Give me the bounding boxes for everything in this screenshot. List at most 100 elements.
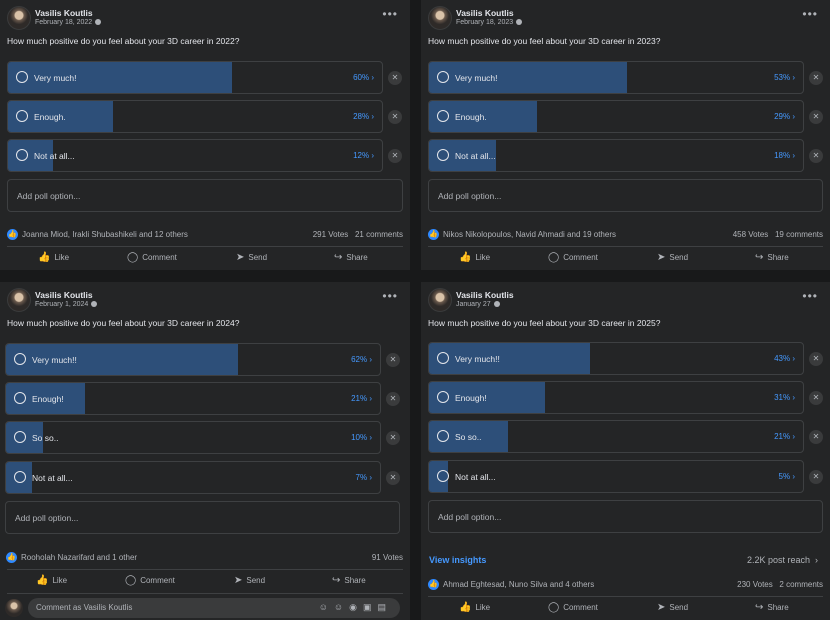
counts[interactable]: 230 Votes 2 comments <box>737 580 823 589</box>
poll-option[interactable]: Not at all... 18% › <box>428 139 804 172</box>
poll-option[interactable]: Not at all... 7% › <box>5 461 381 494</box>
view-insights-link[interactable]: View insights <box>429 555 487 565</box>
camera-icon[interactable]: ◉ <box>349 602 363 612</box>
like-button[interactable]: 👍 Like <box>38 252 70 263</box>
poll-option[interactable]: Very much!! 62% › <box>5 343 381 376</box>
poll-percent[interactable]: 31% › <box>774 393 795 402</box>
comment-button[interactable]: ◯ Comment <box>127 252 177 263</box>
radio-icon[interactable] <box>437 149 449 161</box>
add-poll-option-input[interactable]: Add poll option... <box>428 179 823 212</box>
comment-button[interactable]: ◯ Comment <box>548 602 598 613</box>
poll-percent[interactable]: 28% › <box>353 112 374 121</box>
more-options-icon[interactable]: ••• <box>382 7 398 21</box>
radio-icon[interactable] <box>437 430 449 442</box>
radio-icon[interactable] <box>14 471 26 483</box>
close-icon[interactable]: ✕ <box>809 352 823 366</box>
like-button[interactable]: 👍 Like <box>459 252 491 263</box>
poll-option[interactable]: So so.. 10% › <box>5 421 381 454</box>
poll-percent[interactable]: 29% › <box>774 112 795 121</box>
poll-percent[interactable]: 7% › <box>355 473 372 482</box>
comment-button[interactable]: ◯ Comment <box>548 252 598 263</box>
close-icon[interactable]: ✕ <box>388 71 402 85</box>
post-reach[interactable]: 2.2K post reach › <box>746 555 818 565</box>
more-options-icon[interactable]: ••• <box>802 289 818 303</box>
poll-percent[interactable]: 21% › <box>351 394 372 403</box>
post-date[interactable]: February 18, 2022 <box>35 19 102 26</box>
poll-option[interactable]: Enough! 21% › <box>5 382 381 415</box>
author-name[interactable]: Vasilis Koutlis <box>35 290 93 300</box>
poll-option[interactable]: Very much! 60% › <box>7 61 383 94</box>
add-poll-option-input[interactable]: Add poll option... <box>5 501 400 534</box>
avatar[interactable] <box>428 288 452 312</box>
poll-percent[interactable]: 43% › <box>774 354 795 363</box>
add-poll-option-input[interactable]: Add poll option... <box>7 179 403 212</box>
poll-percent[interactable]: 60% › <box>353 73 374 82</box>
reactors-list[interactable]: Ahmad Eghtesad, Nuno Silva and 4 others <box>443 580 595 589</box>
post-date[interactable]: February 18, 2023 <box>456 19 523 26</box>
radio-icon[interactable] <box>16 149 28 161</box>
comment-input[interactable]: Comment as Vasilis Koutlis ☺☺◉▣▤ <box>28 598 400 618</box>
close-icon[interactable]: ✕ <box>388 110 402 124</box>
like-button[interactable]: 👍 Like <box>459 602 491 613</box>
counts[interactable]: 291 Votes 21 comments <box>312 230 403 239</box>
avatar-sticker-icon[interactable]: ☺ <box>318 602 334 612</box>
poll-percent[interactable]: 12% › <box>353 151 374 160</box>
reactors-list[interactable]: Joanna Miod, Irakli Shubashikeli and 12 … <box>22 230 188 239</box>
send-button[interactable]: ➤ Send <box>234 575 266 586</box>
close-icon[interactable]: ✕ <box>809 430 823 444</box>
poll-option[interactable]: Not at all... 12% › <box>7 139 383 172</box>
post-date[interactable]: January 27 <box>456 301 500 308</box>
send-button[interactable]: ➤ Send <box>657 602 689 613</box>
avatar[interactable] <box>428 6 452 30</box>
close-icon[interactable]: ✕ <box>809 71 823 85</box>
poll-option[interactable]: Very much!! 43% › <box>428 342 804 375</box>
author-name[interactable]: Vasilis Koutlis <box>456 8 514 18</box>
gif-icon[interactable]: ▣ <box>362 602 378 612</box>
radio-icon[interactable] <box>14 353 26 365</box>
author-name[interactable]: Vasilis Koutlis <box>456 290 514 300</box>
reactors-list[interactable]: Nikos Nikolopoulos, Navid Ahmadi and 19 … <box>443 230 616 239</box>
radio-icon[interactable] <box>437 110 449 122</box>
radio-icon[interactable] <box>14 431 26 443</box>
close-icon[interactable]: ✕ <box>386 353 400 367</box>
poll-percent[interactable]: 5% › <box>778 472 795 481</box>
close-icon[interactable]: ✕ <box>386 471 400 485</box>
send-button[interactable]: ➤ Send <box>236 252 268 263</box>
poll-percent[interactable]: 18% › <box>774 151 795 160</box>
reactors-list[interactable]: Rooholah Nazarifard and 1 other <box>21 553 138 562</box>
close-icon[interactable]: ✕ <box>809 470 823 484</box>
add-poll-option-input[interactable]: Add poll option... <box>428 500 823 533</box>
radio-icon[interactable] <box>437 391 449 403</box>
close-icon[interactable]: ✕ <box>809 391 823 405</box>
poll-option[interactable]: Very much! 53% › <box>428 61 804 94</box>
close-icon[interactable]: ✕ <box>809 110 823 124</box>
close-icon[interactable]: ✕ <box>386 392 400 406</box>
radio-icon[interactable] <box>437 470 449 482</box>
counts[interactable]: 458 Votes 19 comments <box>732 230 823 239</box>
share-button[interactable]: ↪ Share <box>334 252 368 263</box>
radio-icon[interactable] <box>14 392 26 404</box>
radio-icon[interactable] <box>16 71 28 83</box>
share-button[interactable]: ↪ Share <box>755 252 789 263</box>
share-button[interactable]: ↪ Share <box>755 602 789 613</box>
share-button[interactable]: ↪ Share <box>332 575 366 586</box>
post-date[interactable]: February 1, 2024 <box>35 301 98 308</box>
radio-icon[interactable] <box>437 352 449 364</box>
vote-count[interactable]: 91 Votes <box>371 553 403 562</box>
poll-option[interactable]: Enough. 29% › <box>428 100 804 133</box>
poll-percent[interactable]: 21% › <box>774 432 795 441</box>
poll-option[interactable]: Not at all... 5% › <box>428 460 804 493</box>
close-icon[interactable]: ✕ <box>388 149 402 163</box>
author-name[interactable]: Vasilis Koutlis <box>35 8 93 18</box>
like-button[interactable]: 👍 Like <box>36 575 68 586</box>
poll-option[interactable]: Enough. 28% › <box>7 100 383 133</box>
avatar[interactable] <box>7 6 31 30</box>
poll-percent[interactable]: 62% › <box>351 355 372 364</box>
comment-tools[interactable]: ☺☺◉▣▤ <box>319 602 392 613</box>
comment-button[interactable]: ◯ Comment <box>125 575 175 586</box>
poll-percent[interactable]: 53% › <box>774 73 795 82</box>
poll-option[interactable]: Enough! 31% › <box>428 381 804 414</box>
close-icon[interactable]: ✕ <box>809 149 823 163</box>
more-options-icon[interactable]: ••• <box>382 289 398 303</box>
more-options-icon[interactable]: ••• <box>802 7 818 21</box>
